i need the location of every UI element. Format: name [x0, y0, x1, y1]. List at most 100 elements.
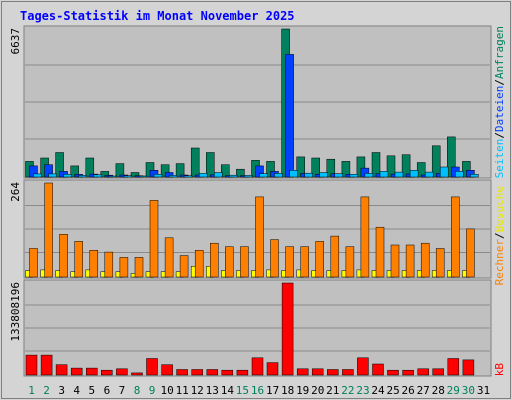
x-tick-label: 23 — [356, 384, 369, 397]
bar-rechner-day-3 — [59, 234, 68, 278]
bar-rechner-day-8 — [134, 257, 144, 278]
bar-seiten-day-7 — [123, 175, 133, 178]
bar-rechner-day-20 — [315, 241, 324, 278]
legend-panel-3: kB — [493, 363, 506, 377]
bar-rechner-day-4 — [74, 241, 83, 278]
x-tick-label: 31 — [477, 384, 490, 397]
bar-kb-day-28 — [432, 368, 444, 376]
bar-rechner-day-12 — [194, 250, 204, 278]
bar-kb-day-29 — [447, 358, 460, 376]
bar-seiten-day-5 — [93, 174, 103, 178]
bar-kb-day-22 — [342, 369, 354, 376]
legend-panel-1: Seiten/Dateien/Anfragen — [493, 26, 506, 178]
bar-seiten-day-16 — [259, 173, 268, 178]
panel-visits-sites: 264 — [9, 179, 492, 279]
bar-kb-day-20 — [311, 368, 324, 376]
bar-seiten-day-23 — [364, 173, 374, 178]
x-tick-label: 26 — [401, 384, 414, 397]
legend-label: Rechner — [493, 239, 506, 286]
bar-kb-day-11 — [176, 369, 188, 376]
bar-anfragen-day-12 — [190, 147, 200, 178]
x-tick-label: 30 — [462, 384, 475, 397]
bar-kb-day-2 — [40, 354, 53, 376]
bar-seiten-day-9 — [153, 174, 163, 178]
bar-rechner-day-14 — [225, 246, 234, 278]
legend-label: kB — [493, 363, 506, 377]
legend-label: Dateien — [493, 86, 506, 132]
x-axis-day-labels: 1 2 3 4 5 6 7 8 9 10 11 12 13 14 15 16 17 18 19 20 21 22 23 24 2… — [28, 384, 490, 397]
bar-rechner-day-1 — [29, 248, 38, 278]
bar-seiten-day-4 — [78, 175, 87, 178]
legend-label: Seiten — [493, 139, 506, 179]
bar-rechner-day-28 — [435, 248, 445, 278]
x-tick-label: 13 — [206, 384, 219, 397]
x-tick-label: 20 — [311, 384, 324, 397]
bar-seiten-day-29 — [455, 171, 464, 178]
bar-kb-day-30 — [462, 359, 475, 376]
bar-rechner-day-16 — [255, 196, 264, 278]
bar-seiten-day-30 — [470, 174, 479, 178]
bar-kb-day-24 — [372, 363, 384, 376]
x-tick-label: 10 — [160, 384, 173, 397]
bar-rechner-day-10 — [164, 237, 174, 278]
legend-label: Besuche — [493, 186, 506, 232]
bar-kb-day-8 — [131, 372, 143, 376]
bar-rechner-day-22 — [345, 246, 355, 278]
bar-kb-day-4 — [70, 367, 83, 376]
bar-rechner-day-25 — [390, 244, 400, 278]
bar-seiten-day-27 — [424, 171, 434, 178]
bar-seiten-day-28 — [439, 166, 449, 178]
chart-panels: 6637 264 133808196 — [9, 25, 492, 377]
bar-kb-day-16 — [251, 357, 264, 376]
bar-kb-day-14 — [221, 369, 234, 376]
bar-rechner-day-5 — [89, 250, 99, 278]
bar-rechner-day-9 — [149, 200, 159, 278]
bar-seiten-day-1 — [33, 173, 42, 178]
legend-separator: / — [493, 79, 506, 86]
x-tick-label: 9 — [149, 384, 156, 397]
bar-kb-day-6 — [101, 369, 113, 376]
bar-kb-day-7 — [116, 368, 128, 376]
bar-rechner-day-29 — [451, 196, 460, 278]
bar-seiten-day-8 — [138, 175, 148, 178]
x-tick-label: 16 — [251, 384, 264, 397]
panel-traffic: 133808196 — [9, 279, 492, 377]
bar-kb-day-15 — [236, 369, 249, 376]
bar-rechner-day-30 — [466, 228, 475, 278]
bar-kb-day-23 — [357, 357, 369, 376]
bar-seiten-day-10 — [168, 175, 178, 178]
bar-rechner-day-23 — [360, 196, 370, 278]
bar-rechner-day-26 — [405, 244, 415, 278]
x-tick-label: 15 — [236, 384, 249, 397]
chart-title: Tages-Statistik im Monat November 2025 — [20, 9, 295, 23]
bar-kb-day-17 — [266, 362, 279, 376]
bar-rechner-day-21 — [330, 235, 340, 278]
bar-rechner-day-11 — [179, 255, 189, 278]
bar-seiten-day-18 — [289, 170, 298, 178]
panel-max-label: 264 — [9, 182, 22, 202]
x-tick-label: 25 — [386, 384, 399, 397]
bar-kb-day-25 — [387, 369, 399, 376]
x-tick-label: 29 — [447, 384, 460, 397]
x-tick-label: 18 — [281, 384, 294, 397]
x-tick-label: 14 — [221, 384, 235, 397]
x-tick-label: 21 — [326, 384, 339, 397]
bar-anfragen-day-13 — [206, 152, 215, 178]
bar-kb-day-26 — [402, 369, 414, 376]
x-tick-label: 22 — [341, 384, 354, 397]
x-tick-label: 12 — [191, 384, 204, 397]
bar-seiten-day-19 — [304, 172, 313, 178]
bar-seiten-day-14 — [229, 174, 238, 178]
bar-seiten-day-22 — [349, 174, 359, 178]
x-tick-label: 4 — [73, 384, 80, 397]
panel-max-label: 133808196 — [9, 282, 22, 342]
bar-kb-day-21 — [327, 369, 339, 376]
x-tick-label: 17 — [266, 384, 279, 397]
bar-rechner-day-2 — [44, 182, 53, 278]
bar-kb-day-19 — [296, 368, 309, 376]
bar-rechner-day-19 — [300, 246, 309, 278]
bar-seiten-day-6 — [108, 175, 118, 178]
panel-requests-files-pages: 6637 — [9, 25, 492, 179]
